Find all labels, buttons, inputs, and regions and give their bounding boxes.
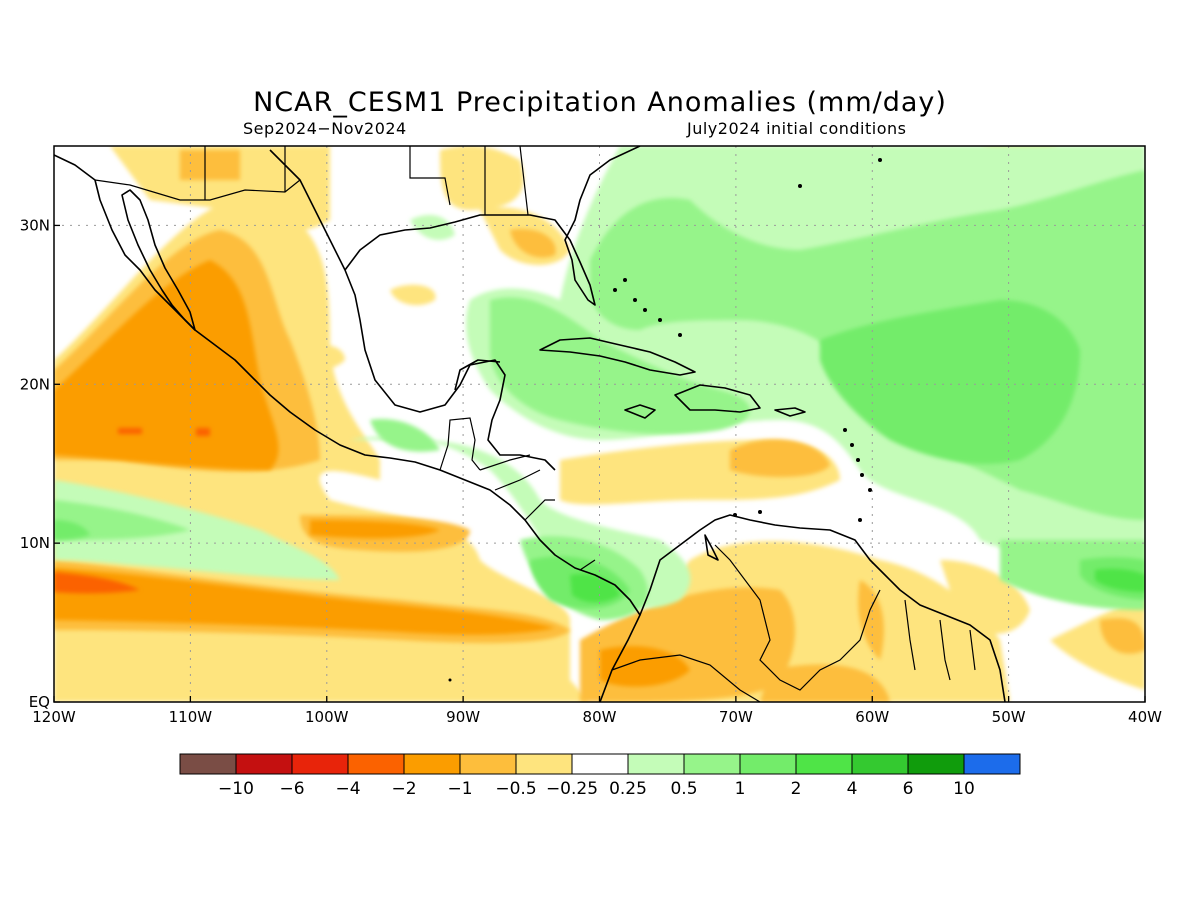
colorbar-swatch [908,754,964,774]
init-conditions-subtitle: July2024 initial conditions [686,119,906,138]
y-tick-label: 20N [20,375,50,393]
colorbar-swatch [460,754,516,774]
x-tick-label: 90W [446,708,480,726]
y-tick-label: 30N [20,216,50,234]
colorbar-label: 10 [953,779,975,799]
colorbar-label: 4 [847,779,858,799]
y-tick-label: EQ [29,693,50,711]
x-tick-label: 110W [169,708,213,726]
anomaly-map [54,146,1145,702]
colorbar-label: 2 [791,779,802,799]
colorbar-label: −1 [447,779,472,799]
x-tick-label: 50W [992,708,1026,726]
colorbar-swatch [572,754,628,774]
colorbar-swatch [236,754,292,774]
colorbar-swatch [740,754,796,774]
x-tick-label: 70W [719,708,753,726]
x-tick-label: 100W [305,708,349,726]
colorbar-label: 6 [903,779,914,799]
colorbar-label: −0.5 [495,779,536,799]
x-tick-label: 80W [583,708,617,726]
colorbar-swatch [628,754,684,774]
season-subtitle: Sep2024−Nov2024 [243,119,407,138]
colorbar-swatch [292,754,348,774]
x-tick-label: 60W [855,708,889,726]
y-tick-label: 10N [20,534,50,552]
colorbar-label: 0.5 [670,779,697,799]
colorbar-label: 1 [735,779,746,799]
colorbar-swatch [404,754,460,774]
colorbar-label: 0.25 [609,779,647,799]
figure-title: NCAR_CESM1 Precipitation Anomalies (mm/d… [253,87,947,118]
colorbar: −10 −6 −4 −2 −1 −0.5 −0.25 0.25 0.5 1 2 4 6 10 [180,754,1020,799]
colorbar-swatch [516,754,572,774]
colorbar-swatch [964,754,1020,774]
precipitation-anomaly-figure: NCAR_CESM1 Precipitation Anomalies (mm/d… [0,0,1200,900]
colorbar-label: −6 [279,779,304,799]
colorbar-swatch [684,754,740,774]
colorbar-label: −4 [335,779,360,799]
colorbar-label: −10 [218,779,254,799]
colorbar-label: −0.25 [546,779,598,799]
x-tick-label: 40W [1128,708,1162,726]
colorbar-swatch [180,754,236,774]
colorbar-swatch [852,754,908,774]
colorbar-swatch [348,754,404,774]
colorbar-swatch [796,754,852,774]
colorbar-label: −2 [391,779,416,799]
